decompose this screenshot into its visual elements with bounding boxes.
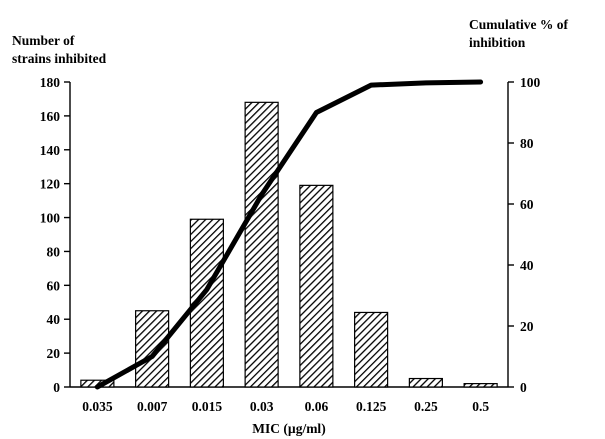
bar-0.125 xyxy=(354,311,389,388)
left-tick-label: 60 xyxy=(47,278,61,293)
bar-0.03 xyxy=(244,101,279,388)
right-axis-title-line-2: inhibition xyxy=(469,35,526,50)
right-y-ticks: 0 20 40 60 80 100 xyxy=(508,75,541,395)
bar-0.007 xyxy=(135,310,170,388)
bar-0.25 xyxy=(408,377,443,388)
left-tick-label: 0 xyxy=(53,380,60,395)
x-tick-label: 0.25 xyxy=(414,399,438,414)
right-tick-label: 20 xyxy=(520,319,534,334)
bar-0.06 xyxy=(299,184,334,388)
x-tick-label: 0.007 xyxy=(137,399,168,414)
right-tick-label: 60 xyxy=(520,197,534,212)
left-tick-label: 20 xyxy=(47,346,61,361)
right-axis-title-line-1: Cumulative % of xyxy=(469,17,569,32)
x-tick-label: 0.5 xyxy=(472,399,489,414)
x-tick-label: 0.125 xyxy=(356,399,387,414)
x-tick-label: 0.06 xyxy=(305,399,329,414)
x-tick-label: 0.015 xyxy=(192,399,223,414)
left-tick-label: 100 xyxy=(40,211,61,226)
bar-series xyxy=(80,101,498,388)
bar-0.5 xyxy=(463,383,498,388)
left-axis-title-line-1: Number of xyxy=(12,33,75,48)
x-tick-label: 0.03 xyxy=(250,399,274,414)
left-y-ticks: 0 20 40 60 80 100 120 140 160 180 xyxy=(40,75,70,395)
right-tick-label: 100 xyxy=(520,75,541,90)
x-tick-labels: 0.035 0.007 0.015 0.03 0.06 0.125 0.25 0.5 xyxy=(82,399,489,414)
left-tick-label: 160 xyxy=(40,109,61,124)
right-tick-label: 0 xyxy=(520,380,527,395)
left-tick-label: 80 xyxy=(47,244,61,259)
left-tick-label: 120 xyxy=(40,177,61,192)
right-tick-label: 40 xyxy=(520,258,534,273)
left-tick-label: 180 xyxy=(40,75,61,90)
left-axis-title-line-2: strains inhibited xyxy=(12,51,107,66)
left-tick-label: 40 xyxy=(47,312,61,327)
cumulative-line xyxy=(94,79,484,390)
x-tick-label: 0.035 xyxy=(82,399,113,414)
right-tick-label: 80 xyxy=(520,136,534,151)
left-tick-label: 140 xyxy=(40,143,61,158)
x-axis-title: MIC (µg/ml) xyxy=(252,421,325,436)
cumulative-line-series xyxy=(94,79,484,390)
